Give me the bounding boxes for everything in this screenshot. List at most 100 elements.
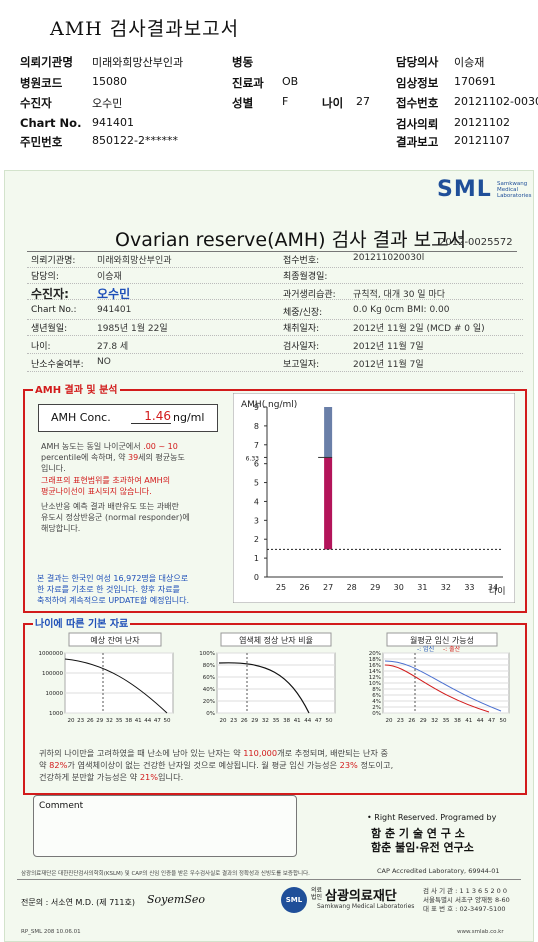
note-a: 본 결과는 한국인 여성 16,972명을 대상으로 [37,574,189,583]
txt-3c: 해당합니다. [41,524,81,533]
footer-divider [17,879,521,880]
sum-3a: 건강하게 분만할 가능성은 약 [39,772,138,782]
mini-x-label: 41 [135,718,142,724]
info-right-label-2: 과거생리습관: [283,290,336,300]
mini-x-label: 32 [262,718,269,724]
foundation-en: Samkwang Medical Laboratories [317,903,415,910]
contact-2: 서울특별시 서초구 양재동 8-60 [423,896,510,904]
info-left-label-5: 나이: [31,342,51,352]
header-label-3-1: Chart No. [20,116,82,130]
comment-box [33,795,297,857]
mini-x-label: 23 [397,718,404,724]
mini-x-label: 50 [164,718,171,724]
mini-x-label: 41 [465,718,472,724]
header-label-2-1: 수진자 [20,96,52,110]
mini-x-label: 23 [230,718,237,724]
mini-x-label: 50 [500,718,507,724]
y-tick-label: 9 [254,403,259,412]
x-tick-label: 32 [441,583,451,592]
txt-2b: 평균나이선이 표시되지 않습니다. [41,487,152,496]
doctor-name: 전문의 : 서소연 M.D. (제 711호) [21,898,135,907]
y-tick-label: 6.33 [246,455,260,462]
mini-x-label: 44 [304,718,311,724]
mini-y-label: 16% [369,663,381,669]
mini-title-box [68,632,162,647]
header-label-2-3: 접수번호 [396,96,439,110]
header-value-0-1: 미래와희망산부인과 [92,56,184,69]
y-tick-label: 1 [254,554,259,563]
header-label-0-2: 병동 [232,55,254,69]
report-title: Ovarian reserve(AMH) 검사 결과 보고서 [115,229,467,251]
sum-2d: 23% [339,760,358,770]
amh-conc-label: AMH Conc. [51,411,111,424]
mini-y-label: 20% [203,699,215,705]
accreditation-note: 삼광의료재단은 대한진단검사의학회(KSLM) 및 CAP의 신임 인증을 받은… [21,871,310,877]
note-c: 축적하여 계속적으로 UPDATE할 예정입니다. [37,596,190,605]
info-left-label-1: 담당의: [31,272,59,282]
info-left-value-3: 941401 [97,305,132,315]
txt-1a: AMH 농도는 동일 나이군에서 [41,442,141,451]
info-row-divider [27,335,523,336]
basic-data-box [23,623,527,795]
normal-egg-ratio-chart: 염색체 정상 난자 비율 100% 80% 60% 40% 20% 0% 20 23 26 29 32… [199,632,336,724]
mini-y-label: 14% [369,669,381,675]
mini-x-label: 20 [220,718,227,724]
mini-x-label: 32 [106,718,113,724]
header-value-2-1: 오수민 [92,97,123,110]
info-left-value-1: 이승재 [97,272,122,282]
foundation-name: 삼광의료재단 [325,889,397,904]
header-label-4-3: 결과보고 [396,135,439,149]
mini-title-box [220,632,332,647]
amh-percentile-text: AMH 농도는 동일 나이군에서 .00 ~ 10 percentile에 속하… [41,441,231,474]
y-tick-label: 3 [254,516,259,525]
amh-data-note: 본 결과는 한국인 여성 16,972명을 대상으로 한 자료를 기초로 한 것… [37,573,189,606]
txt-2a: 그래프의 표현범위를 초과하여 AMH의 [41,476,171,485]
mini-x-label: 44 [144,718,151,724]
info-row-divider [27,371,523,372]
info-row-divider [27,353,523,354]
x-tick-label: 27 [323,583,333,592]
txt-1e: 세의 평균농도 [138,453,185,462]
x-tick-label: 26 [299,583,309,592]
mini-x-label: 47 [154,718,161,724]
y-tick-label: 6 [254,460,259,469]
x-tick-label: 33 [464,583,474,592]
info-row-divider [27,283,523,284]
foundation-logo: SML [281,887,307,913]
birth-curve [384,664,490,713]
txt-1f: 입니다. [41,464,66,473]
y-tick-label: 2 [254,535,259,544]
header-label-1-3: 임상정보 [396,76,439,90]
header-value-2-age: 27 [356,95,370,108]
mini-y-label: 1000 [49,711,63,717]
mini-y-label: 20% [369,651,381,657]
x-tick-label: 29 [370,583,380,592]
amh-conc-box [38,404,218,432]
sum-2a: 약 [39,760,47,770]
mini-x-label: 38 [454,718,461,724]
info-left-label-0: 의뢰기관명: [31,256,76,266]
sml-logo-sub: Samkwang Medical Laboratories [497,181,531,199]
mini-y-label: 10% [369,681,381,687]
info-left-label-2: 수진자: [31,287,69,301]
x-tick-label: 31 [417,583,427,592]
y-tick-label: 5 [254,479,259,488]
page-title: AMH 검사결과보고서 [50,18,240,40]
header-label-0-1: 의뢰기관명 [20,55,73,69]
mini-x-label: 38 [283,718,290,724]
info-left-value-2: 오수민 [97,287,131,301]
mini-x-label: 50 [326,718,333,724]
pregnancy-curve [384,660,502,712]
info-row-divider [27,319,523,320]
sum-1c: 개로 추정되며, 배란되는 난자 중 [277,748,389,758]
mini-x-label: 29 [96,718,103,724]
contact-3: 대 표 번 호 : 02-3497-5100 [423,905,506,913]
note-b: 한 자료를 기초로 한 것입니다. 향후 자료를 [37,585,180,594]
mini-y-label: 0% [206,711,215,717]
mini-y-label: 2% [372,705,381,711]
chart-frame [233,393,515,603]
txt-1b: .00 ~ 10 [143,442,178,451]
chart-title: AMH( ng/ml) [241,400,297,410]
foundation-prefix: 의료 법인 [311,887,323,901]
